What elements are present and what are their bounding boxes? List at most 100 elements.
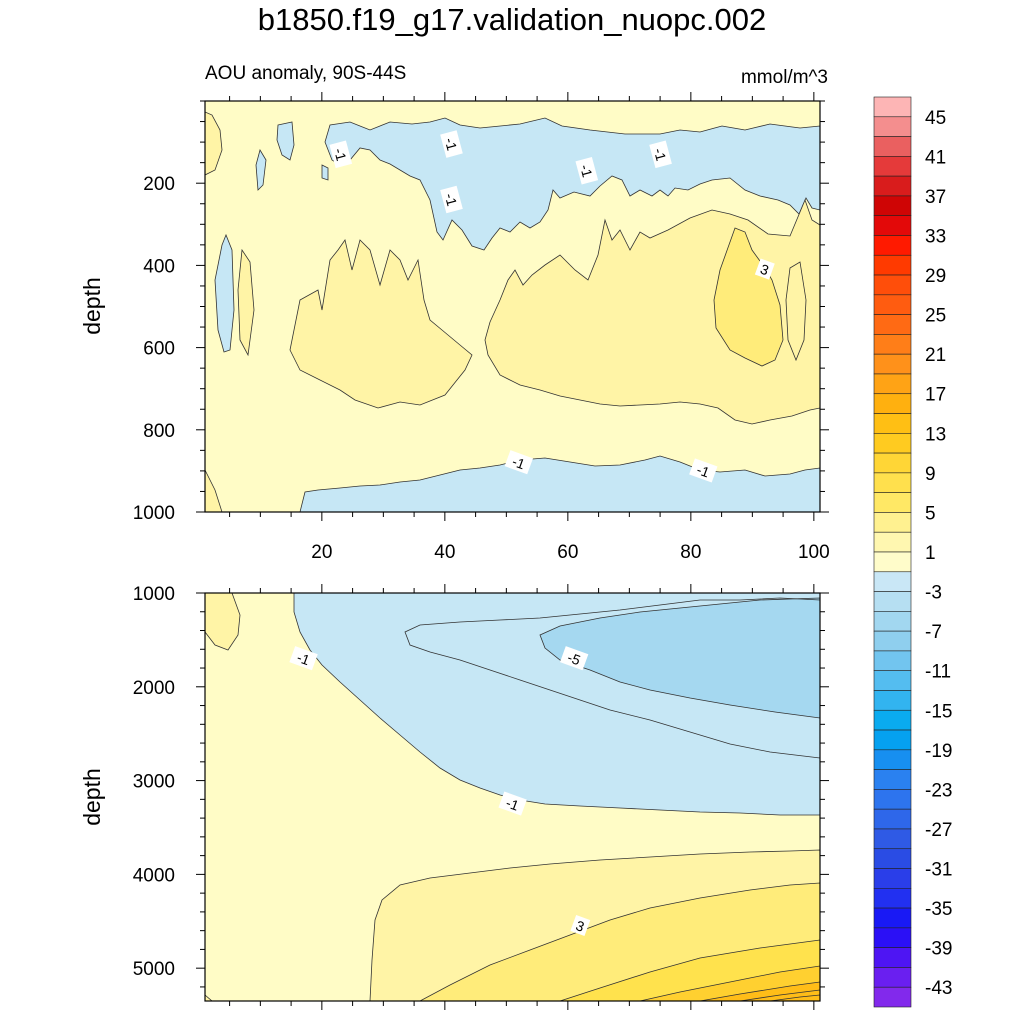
colorbar-label: 41 (925, 147, 946, 168)
colorbar-swatch (873, 294, 912, 315)
y-tick-label: 4000 (133, 865, 175, 886)
region-left-bottom-corner (205, 994, 213, 1001)
contour-label-text: -1 (295, 649, 312, 668)
y-tick-label: 2000 (133, 678, 175, 699)
region-yellow-left-block (289, 239, 473, 409)
contour-label-text: -5 (565, 649, 582, 668)
lower-axes: 1000 2000 3000 4000 5000 depth (79, 584, 829, 1010)
colorbar-swatch (873, 907, 912, 929)
colorbar-swatch (873, 769, 912, 790)
colorbar-swatch (873, 709, 912, 731)
colorbar-label: -19 (925, 741, 952, 762)
y-tick-label: 400 (143, 256, 175, 277)
y-axis-label: depth (79, 768, 105, 826)
contour-label-bg (559, 646, 589, 671)
region-blue-bottom-band (299, 455, 820, 512)
contour-label-text: -1 (510, 453, 527, 472)
colorbar-swatch (873, 670, 912, 691)
colorbar-swatch (873, 947, 912, 968)
region-blue-lens-left (214, 233, 235, 353)
colorbar-swatch (873, 531, 912, 553)
colorbar-swatch (873, 690, 912, 711)
region-yellow-core (713, 227, 784, 367)
colorbar-swatch (873, 334, 912, 355)
colorbar-swatch (873, 551, 912, 573)
colorbar-swatch (873, 413, 912, 434)
colorbar-swatch (873, 492, 912, 513)
contour-label-bg (649, 140, 672, 169)
colorbar-swatch (873, 373, 912, 395)
region-blue-speck-1 (255, 148, 267, 191)
contour-label: -1 (504, 450, 534, 475)
contour-label-text: -1 (442, 136, 461, 152)
units-label: mmol/m^3 (740, 67, 828, 88)
contour-label-bg (498, 791, 527, 816)
colorbar-swatch (873, 433, 912, 454)
colorbar-swatch (873, 235, 912, 256)
contour-labels: -1 -1 -1 -1 -1 3 -1 -1 -1 -5 -1 3 (289, 130, 775, 937)
colorbar-label: 33 (925, 226, 946, 247)
colorbar-swatch (873, 749, 912, 770)
colorbar-swatch (873, 650, 912, 671)
contour-label: -5 (559, 646, 589, 671)
colorbar-label: -3 (925, 583, 942, 604)
colorbar-swatch (873, 789, 912, 810)
colorbar-swatch (873, 254, 912, 276)
contour-label: -1 (289, 646, 318, 671)
contour-label-bg (440, 130, 463, 158)
y-tick-label: 200 (143, 174, 175, 195)
region-orange-deep-5 (699, 981, 820, 1001)
colorbar-label: -31 (925, 860, 952, 881)
contour-label-bg (689, 458, 718, 483)
colorbar-swatch (873, 986, 912, 1008)
contour-label: -1 (440, 130, 463, 158)
contour-label-bg (504, 450, 534, 475)
colorbar-swatch (873, 96, 912, 118)
colorbar-swatch (873, 393, 912, 414)
colorbar-label: -15 (925, 701, 952, 722)
contour-label-text: -1 (504, 794, 521, 813)
colorbar-swatch (873, 571, 912, 592)
colorbar-label: 17 (925, 385, 946, 406)
y-tick-label: 800 (143, 421, 175, 442)
contour-label: -1 (440, 185, 463, 214)
colorbar-label: -35 (925, 899, 952, 920)
contour-label: -1 (575, 156, 599, 185)
colorbar-label: -43 (925, 978, 952, 999)
x-tick-label: 40 (434, 542, 455, 563)
region-yellow-left-bottom (205, 469, 223, 512)
colorbar-swatch (873, 729, 912, 751)
colorbar-swatch (873, 868, 912, 889)
colorbar-swatch (873, 195, 912, 216)
colorbar-swatch (873, 848, 912, 869)
contour-label-text: -1 (577, 163, 596, 179)
region-blue-speck-3 (321, 164, 329, 181)
contour-label-bg (570, 914, 591, 937)
upper-axes: 20 40 60 80 100 200 400 600 800 1000 depth (79, 92, 830, 563)
x-tick-label: 20 (311, 542, 332, 563)
colorbar: 45 41 37 33 29 25 21 17 13 9 5 1 -3 -7 -11 -15 -19 -23 -27… (873, 96, 952, 1008)
colorbar-label: 5 (925, 503, 936, 524)
colorbar-label: -11 (925, 662, 951, 683)
colorbar-swatch (873, 136, 912, 157)
colorbar-swatch (873, 591, 912, 612)
colorbar-label: -27 (925, 820, 952, 841)
colorbar-swatch (873, 828, 912, 850)
colorbar-label: 13 (925, 424, 946, 445)
colorbar-label: -23 (925, 780, 952, 801)
colorbar-swatch (873, 116, 912, 137)
contour-label-bg (440, 185, 463, 214)
colorbar-swatch (873, 156, 912, 177)
contour-label-bg (329, 140, 353, 169)
colorbar-swatch (873, 808, 912, 830)
contour-line-deep-6 (739, 989, 820, 1001)
colorbar-swatch (873, 353, 912, 375)
colorbar-swatch (873, 274, 912, 296)
contour-label-text: -1 (651, 146, 670, 162)
y-tick-label: 3000 (133, 772, 175, 793)
y-tick-label: 600 (143, 339, 175, 360)
contour-label-bg (575, 156, 599, 185)
contour-label: -1 (498, 791, 527, 816)
